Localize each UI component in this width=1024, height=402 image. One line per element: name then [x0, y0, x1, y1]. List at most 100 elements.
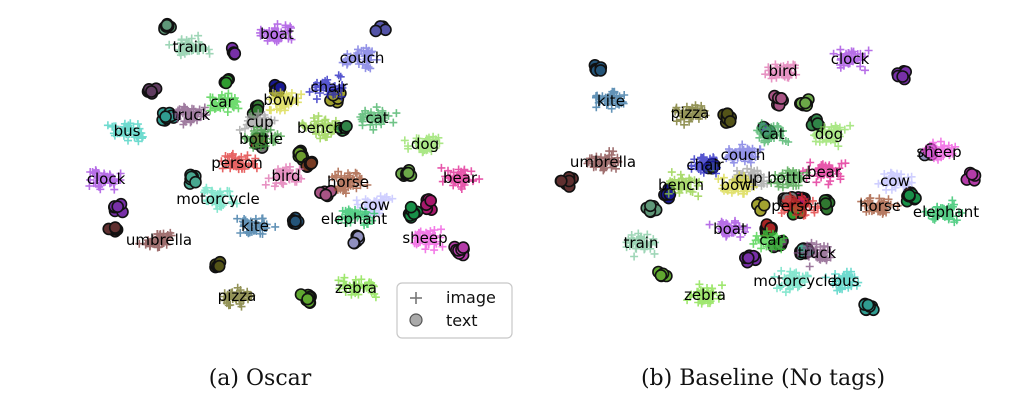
image-point: [778, 183, 787, 192]
text-cluster-sheep: [448, 240, 470, 262]
image-point: [217, 202, 226, 211]
image-cluster-zebra: [683, 280, 726, 308]
image-point: [373, 201, 382, 209]
image-point: [113, 127, 122, 136]
cluster-label-boat: boat: [260, 25, 294, 43]
image-point: [238, 164, 246, 173]
image-point: [613, 153, 622, 162]
image-point: [253, 223, 262, 232]
image-point: [600, 158, 609, 167]
image-point: [200, 103, 209, 112]
image-point: [693, 181, 702, 190]
image-point: [316, 82, 325, 91]
image-point: [226, 192, 235, 200]
text-point: [212, 259, 226, 273]
image-point: [607, 163, 616, 172]
image-point: [312, 121, 321, 130]
image-cluster-horse: [857, 194, 902, 218]
image-point: [803, 241, 812, 250]
image-point: [685, 117, 694, 126]
text-cluster-boat: [225, 41, 242, 61]
image-point: [449, 181, 458, 190]
image-point: [360, 283, 369, 292]
text-point: [189, 175, 202, 189]
image-point: [210, 192, 219, 201]
image-point: [841, 159, 850, 168]
legend-text-label: text: [446, 311, 478, 330]
image-point: [728, 155, 737, 164]
legend: image text: [396, 282, 513, 339]
image-point: [714, 294, 723, 303]
image-point: [297, 90, 306, 99]
image-point: [843, 281, 852, 290]
text-cluster-bird: [314, 184, 338, 203]
image-point: [216, 197, 225, 206]
image-point: [879, 208, 888, 217]
text-point: [644, 199, 657, 213]
text-cluster-train: [640, 199, 663, 219]
text-cluster-clock: [108, 197, 129, 219]
text-cluster-kite: [286, 211, 305, 230]
image-point: [260, 130, 268, 139]
image-point: [404, 142, 412, 151]
cluster-label-clock: clock: [87, 170, 126, 188]
image-point: [776, 283, 785, 292]
image-cluster-pizza: [220, 283, 256, 311]
image-point: [248, 132, 257, 141]
image-point: [293, 98, 302, 107]
image-point: [333, 182, 342, 191]
text-cluster-zebra: [294, 288, 317, 310]
cluster-label-elephant: elephant: [913, 203, 979, 221]
image-point: [338, 83, 347, 92]
image-point: [91, 166, 100, 175]
cluster-label-umbrella: umbrella: [570, 153, 636, 171]
image-point: [256, 31, 265, 40]
image-point: [134, 137, 143, 146]
text-cluster-pizza: [209, 255, 227, 274]
image-point: [820, 242, 828, 251]
image-point: [609, 88, 618, 96]
image-point: [247, 227, 256, 236]
image-point: [683, 296, 692, 305]
image-point: [436, 233, 445, 242]
image-point: [951, 142, 960, 151]
image-point: [950, 218, 959, 227]
cluster-label-motorcycle: motorcycle: [176, 190, 259, 208]
cluster-label-zebra: zebra: [684, 286, 726, 304]
image-point: [810, 131, 819, 140]
image-point: [91, 179, 100, 188]
image-point: [230, 94, 239, 102]
image-point: [609, 147, 618, 156]
image-point: [799, 211, 808, 220]
image-point: [109, 179, 118, 188]
image-cluster-person: [217, 149, 261, 174]
image-point: [319, 122, 328, 131]
image-point: [361, 195, 370, 204]
image-point: [874, 179, 883, 188]
image-point: [235, 125, 244, 134]
text-cluster-bird: [768, 89, 790, 112]
image-cluster-sheep: [921, 137, 960, 164]
image-point: [299, 121, 308, 130]
image-point: [312, 129, 320, 138]
panel-oscar: train boat couch chair car bowl truck cup bus cat…: [85, 17, 484, 311]
cluster-label-chair: chair: [310, 78, 348, 96]
image-point: [211, 98, 220, 107]
image-point: [266, 125, 275, 134]
text-cluster-umbrella: [554, 171, 579, 193]
image-point: [748, 169, 756, 178]
text-cluster-car: [218, 73, 235, 90]
image-point: [840, 125, 849, 134]
image-cluster-bird: [761, 60, 801, 83]
image-point: [217, 190, 226, 199]
image-point: [449, 168, 458, 177]
image-point: [773, 121, 782, 130]
image-point: [208, 93, 217, 102]
image-point: [340, 273, 349, 282]
image-point: [323, 83, 332, 92]
image-point: [270, 93, 279, 102]
image-point: [650, 249, 659, 258]
image-point: [292, 170, 301, 179]
image-point: [739, 149, 748, 157]
